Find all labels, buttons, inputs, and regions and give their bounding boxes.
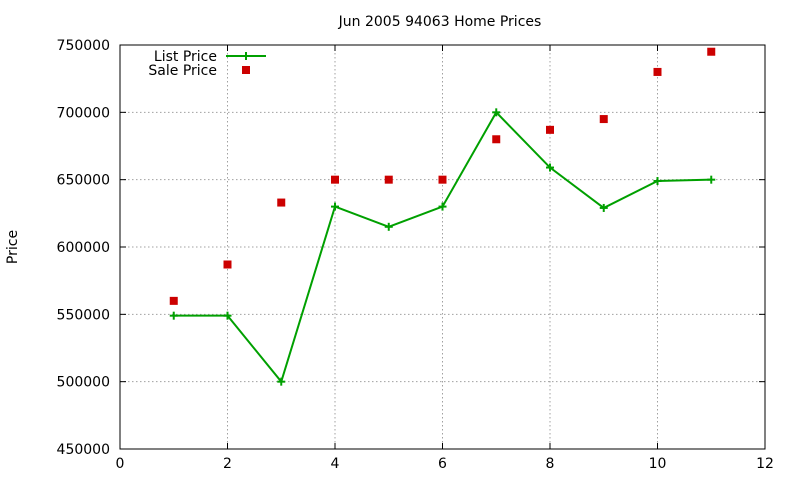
x-tick-label: 8: [546, 456, 555, 472]
y-axis-label: Price: [5, 230, 21, 264]
y-tick-label: 600000: [57, 240, 110, 256]
list-price-point: [169, 311, 178, 320]
sale-price-point: [492, 135, 501, 144]
sale-price-series: [169, 47, 716, 305]
list-price-point: [492, 108, 501, 117]
legend-item-sale-price: Sale Price: [148, 63, 250, 79]
grid-lines: [120, 45, 765, 449]
sale-price-point: [438, 175, 447, 184]
list-price-point: [277, 377, 286, 386]
sale-price-point: [653, 67, 662, 76]
list-price-point: [653, 177, 662, 186]
x-tick-label: 4: [331, 456, 340, 472]
x-tick-label: 10: [649, 456, 667, 472]
legend-marker: [242, 66, 250, 74]
y-tick-label: 700000: [57, 105, 110, 121]
sale-price-point: [331, 175, 339, 184]
y-tick-label: 500000: [57, 375, 110, 391]
y-tick-label: 650000: [57, 173, 110, 189]
list-price-point: [223, 311, 232, 320]
list-price-point: [331, 202, 339, 211]
x-tick-label: 2: [223, 456, 232, 472]
sale-price-point: [384, 175, 393, 184]
y-tick-label: 450000: [57, 442, 110, 458]
legend-label: List Price: [154, 49, 217, 65]
list-price-series: [169, 108, 716, 386]
list-price-point: [599, 203, 608, 212]
sale-price-point: [599, 115, 608, 124]
x-tick-label: 6: [438, 456, 447, 472]
list-price-point: [707, 175, 716, 184]
sale-price-point: [546, 125, 554, 134]
list-price-point: [384, 222, 393, 231]
sale-price-point: [169, 296, 178, 305]
chart-title: Jun 2005 94063 Home Prices: [338, 14, 542, 30]
plot-frame: [119, 44, 766, 450]
y-tick-label: 550000: [57, 307, 110, 323]
x-tick-label: 0: [116, 456, 125, 472]
data-series: [169, 47, 716, 386]
sale-price-point: [707, 47, 716, 56]
legend-item-list-price: List Price: [154, 49, 266, 65]
x-tick-label: 12: [756, 456, 774, 472]
legend-label: Sale Price: [148, 63, 217, 79]
legend-marker: [242, 52, 250, 60]
sale-price-point: [223, 260, 232, 269]
tick-labels: 0 2 4 6 8 10 12 450000 500000 550000 600000 650000 7…: [57, 38, 774, 472]
list-price-point: [438, 202, 447, 211]
y-tick-label: 750000: [57, 38, 110, 54]
list-price-point: [546, 163, 554, 172]
sale-price-point: [277, 198, 286, 207]
